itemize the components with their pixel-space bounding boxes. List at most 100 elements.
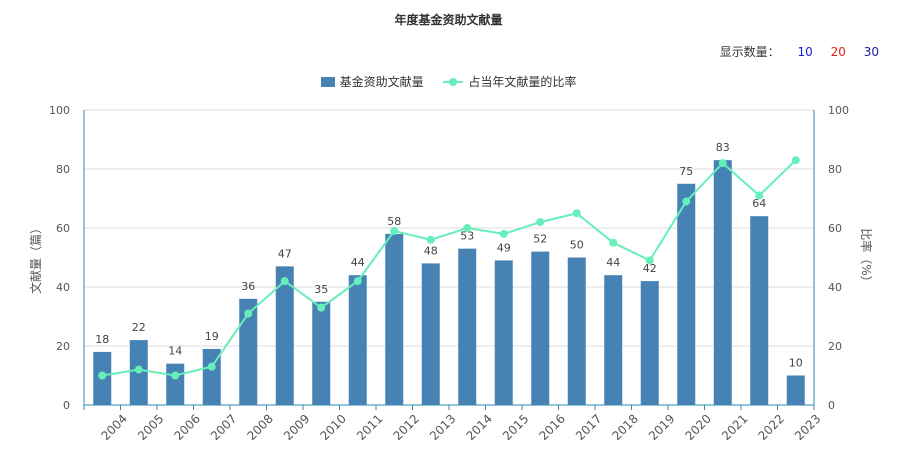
x-tick-label: 2005: [135, 412, 166, 443]
legend-line-label: 占当年文献量的比率: [468, 75, 577, 89]
bar: [750, 216, 769, 405]
bar: [202, 348, 221, 405]
bar-value-label: 10: [789, 357, 803, 370]
x-tick-label: 2021: [719, 412, 750, 443]
chart-legend: 基金资助文献量 占当年文献量的比率: [0, 73, 897, 90]
y-left-tick-label: 0: [63, 399, 70, 412]
bar: [786, 375, 805, 405]
bar-value-label: 53: [460, 230, 474, 243]
bar-value-label: 50: [570, 239, 584, 252]
display-count-option-30[interactable]: 30: [863, 45, 879, 59]
bar: [385, 233, 404, 405]
bar: [677, 183, 696, 405]
legend-item-line[interactable]: 占当年文献量的比率: [443, 73, 576, 90]
bar: [312, 301, 331, 405]
ratio-point: [645, 256, 654, 265]
ratio-line: [102, 159, 797, 377]
y-right-axis-title: 比率（%）: [859, 228, 874, 287]
ratio-point: [463, 224, 472, 232]
x-tick-label: 2022: [755, 412, 786, 443]
y-left-tick-label: 20: [56, 340, 70, 353]
legend-item-bar[interactable]: 基金资助文献量: [320, 73, 424, 90]
bar: [494, 260, 513, 405]
bar-value-label: 58: [387, 215, 401, 228]
x-tick-label: 2011: [354, 412, 385, 443]
ratio-point: [426, 235, 435, 244]
y-right-tick-label: 60: [828, 222, 842, 235]
x-tick-label: 2006: [171, 412, 202, 443]
x-tick-label: 2017: [573, 412, 604, 443]
ratio-point: [609, 238, 618, 247]
ratio-point: [280, 277, 289, 286]
x-tick-label: 2023: [792, 412, 823, 443]
bar-value-label: 49: [497, 241, 511, 254]
ratio-point: [171, 371, 180, 380]
ratio-point: [791, 156, 800, 165]
ratio-point: [390, 226, 399, 235]
ratio-point: [98, 371, 107, 380]
x-tick-label: 2007: [208, 412, 239, 443]
bar-value-label: 48: [424, 244, 438, 257]
x-tick-label: 2004: [98, 412, 129, 443]
legend-bar-swatch: [320, 77, 335, 87]
bar: [604, 275, 623, 405]
y-right-tick-label: 40: [828, 281, 842, 294]
bar-value-label: 83: [716, 141, 730, 154]
bar-value-label: 52: [533, 233, 547, 246]
y-left-tick-label: 60: [56, 222, 70, 235]
y-right-tick-label: 20: [828, 340, 842, 353]
ratio-point: [244, 309, 253, 318]
bar: [166, 363, 185, 405]
ratio-point: [755, 191, 764, 200]
y-left-tick-label: 40: [56, 281, 70, 294]
bar-value-label: 44: [351, 256, 365, 269]
bar: [713, 160, 732, 405]
x-tick-label: 2010: [317, 412, 348, 443]
x-tick-label: 2015: [500, 412, 531, 443]
x-tick-label: 2012: [390, 412, 421, 443]
ratio-point: [499, 229, 508, 238]
x-tick-label: 2013: [427, 412, 458, 443]
display-count-label: 显示数量：: [719, 45, 780, 59]
bar-value-label: 42: [643, 262, 657, 275]
x-tick-label: 2019: [646, 412, 677, 443]
ratio-point: [572, 209, 581, 218]
ratio-point: [317, 303, 326, 312]
x-tick-label: 2020: [682, 412, 713, 443]
bar-value-label: 64: [752, 197, 766, 210]
y-left-tick-label: 100: [49, 104, 70, 117]
legend-bar-label: 基金资助文献量: [339, 75, 424, 89]
ratio-point: [207, 362, 216, 371]
x-tick-label: 2014: [463, 412, 494, 443]
y-right-tick-label: 100: [828, 104, 849, 117]
bar-value-label: 18: [95, 333, 109, 346]
legend-line-swatch: [443, 77, 464, 87]
ratio-point: [134, 365, 143, 374]
y-right-tick-label: 0: [828, 399, 835, 412]
bar: [458, 248, 477, 405]
x-tick-label: 2008: [244, 412, 275, 443]
bar: [531, 251, 550, 405]
bar: [567, 257, 586, 405]
bar: [239, 298, 258, 405]
x-tick-label: 2018: [609, 412, 640, 443]
x-tick-label: 2009: [281, 412, 312, 443]
bar-value-label: 19: [205, 330, 219, 343]
bar: [348, 275, 367, 405]
ratio-point: [536, 218, 545, 227]
y-right-tick-label: 80: [828, 163, 842, 176]
chart-title: 年度基金资助文献量: [394, 13, 503, 27]
ratio-point: [353, 277, 362, 286]
display-count-selector: 显示数量： 10 20 30: [720, 43, 879, 60]
bar-value-label: 14: [168, 345, 182, 358]
bar: [275, 266, 294, 405]
ratio-point: [718, 159, 727, 168]
y-left-tick-label: 80: [56, 163, 70, 176]
bar-value-label: 35: [314, 283, 328, 296]
bar-value-label: 22: [132, 321, 146, 334]
bar-value-label: 36: [241, 280, 255, 293]
bar-value-label: 75: [679, 165, 693, 178]
display-count-option-20[interactable]: 20: [830, 45, 846, 59]
display-count-option-10[interactable]: 10: [797, 45, 813, 59]
